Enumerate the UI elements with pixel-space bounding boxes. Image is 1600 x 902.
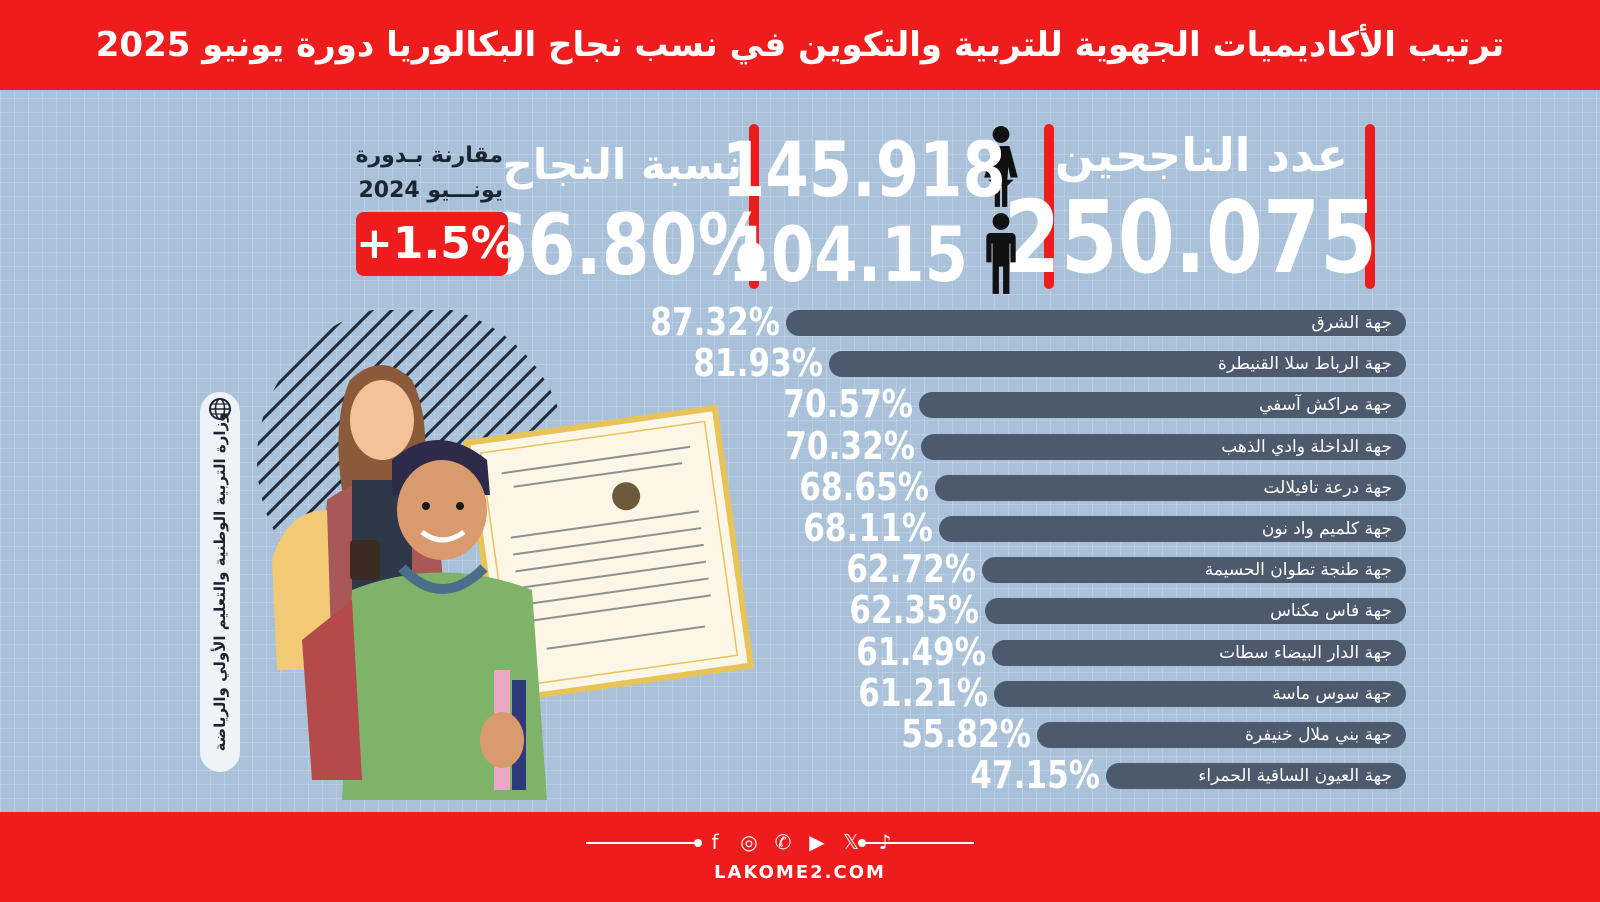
bar-7: جهة طنجة تطوان الحسيمة [981, 557, 1406, 584]
bar-1: جهة الشرق [786, 310, 1406, 336]
bar-label-5: جهة درعة تافيلالت [1263, 477, 1392, 498]
successful-label: عدد الناجحين [1054, 128, 1348, 182]
header-banner: ترتيب الأكاديميات الجهوية للتربية والتكو… [0, 0, 1600, 90]
page-title: ترتيب الأكاديميات الجهوية للتربية والتكو… [95, 25, 1505, 65]
facebook-icon[interactable]: f [711, 830, 719, 854]
footer-rule-right [858, 839, 974, 847]
bar-label-3: جهة مراكش آسفي [1259, 395, 1392, 416]
x-icon[interactable]: 𝕏 [842, 830, 860, 854]
rate-value: 66.80% [479, 196, 767, 294]
bar-label-8: جهة فاس مكناس [1270, 601, 1392, 622]
male-count: 104.15 [727, 210, 968, 299]
male-person-icon [986, 213, 1016, 294]
bar-label-11: جهة بني ملال خنيفرة [1245, 725, 1392, 745]
female-count: 145.918 [722, 125, 1006, 214]
footer-rule-left [586, 839, 702, 847]
bar-value-label-10: 61.21% [858, 670, 988, 715]
bar-label-9: جهة الدار البيضاء سطات [1219, 642, 1392, 663]
bar-12: جهة العيون الساقية الحمراء [1106, 763, 1406, 790]
whatsapp-icon[interactable]: ✆ [774, 830, 792, 854]
globe-icon [209, 398, 231, 420]
bar-9: جهة الدار البيضاء سطات [991, 639, 1406, 666]
divider-middle [1044, 124, 1054, 289]
social-icons: f ◎ ✆ ▶ 𝕏 ♪ [0, 830, 1600, 854]
bar-label-7: جهة طنجة تطوان الحسيمة [1204, 560, 1392, 581]
bar-11: جهة بني ملال خنيفرة [1036, 722, 1406, 748]
compare-line-2: يونـــيو 2024 [358, 178, 503, 203]
bar-4: جهة الداخلة وادي الذهب [921, 433, 1406, 460]
bar-10: جهة سوس ماسة [993, 680, 1406, 707]
rate-label: نسبة النجاح [502, 140, 742, 189]
website-link[interactable]: LAKOME2.COM [714, 862, 886, 883]
bar-value-label-9: 61.49% [855, 629, 986, 674]
footer-banner: f ◎ ✆ ▶ 𝕏 ♪ LAKOME2.COM [0, 812, 1600, 902]
bar-value-label-7: 62.72% [846, 547, 976, 592]
bar-8: جهة فاس مكناس [984, 598, 1406, 625]
bar-value-label-11: 55.82% [901, 712, 1031, 756]
bar-6: جهة كلميم واد نون [939, 516, 1406, 542]
ministry-credit-text: وزارة التربية الوطنية والتعليم الأولي وا… [211, 412, 229, 752]
bar-value-label-8: 62.35% [849, 588, 979, 633]
bar-label-6: جهة كلميم واد نون [1261, 519, 1392, 539]
bar-5: جهة درعة تافيلالت [934, 474, 1406, 501]
bar-label-12: جهة العيون الساقية الحمراء [1198, 766, 1392, 787]
bar-3: جهة مراكش آسفي [919, 392, 1406, 419]
students-illustration [257, 310, 755, 800]
bar-label-1: جهة الشرق [1311, 313, 1392, 333]
bar-label-2: جهة الرباط سلا القنيطرة [1218, 354, 1392, 375]
ministry-credit: وزارة التربية الوطنية والتعليم الأولي وا… [200, 392, 240, 772]
bar-2: جهة الرباط سلا القنيطرة [828, 351, 1406, 378]
successful-total: 250.075 [1003, 179, 1378, 296]
bar-label-10: جهة سوس ماسة [1272, 683, 1392, 704]
bar-value-label-12: 47.15% [970, 753, 1100, 798]
bar-label-4: جهة الداخلة وادي الذهب [1221, 436, 1392, 457]
youtube-icon[interactable]: ▶ [809, 830, 825, 854]
divider-right [1365, 124, 1375, 289]
compare-delta-badge: +1.5% [356, 212, 515, 276]
instagram-icon[interactable]: ◎ [740, 830, 758, 854]
divider-left [749, 124, 759, 289]
compare-line-1: مقارنة بـدورة [355, 143, 503, 168]
female-person-icon [984, 126, 1018, 207]
tiktok-icon[interactable]: ♪ [878, 830, 892, 854]
